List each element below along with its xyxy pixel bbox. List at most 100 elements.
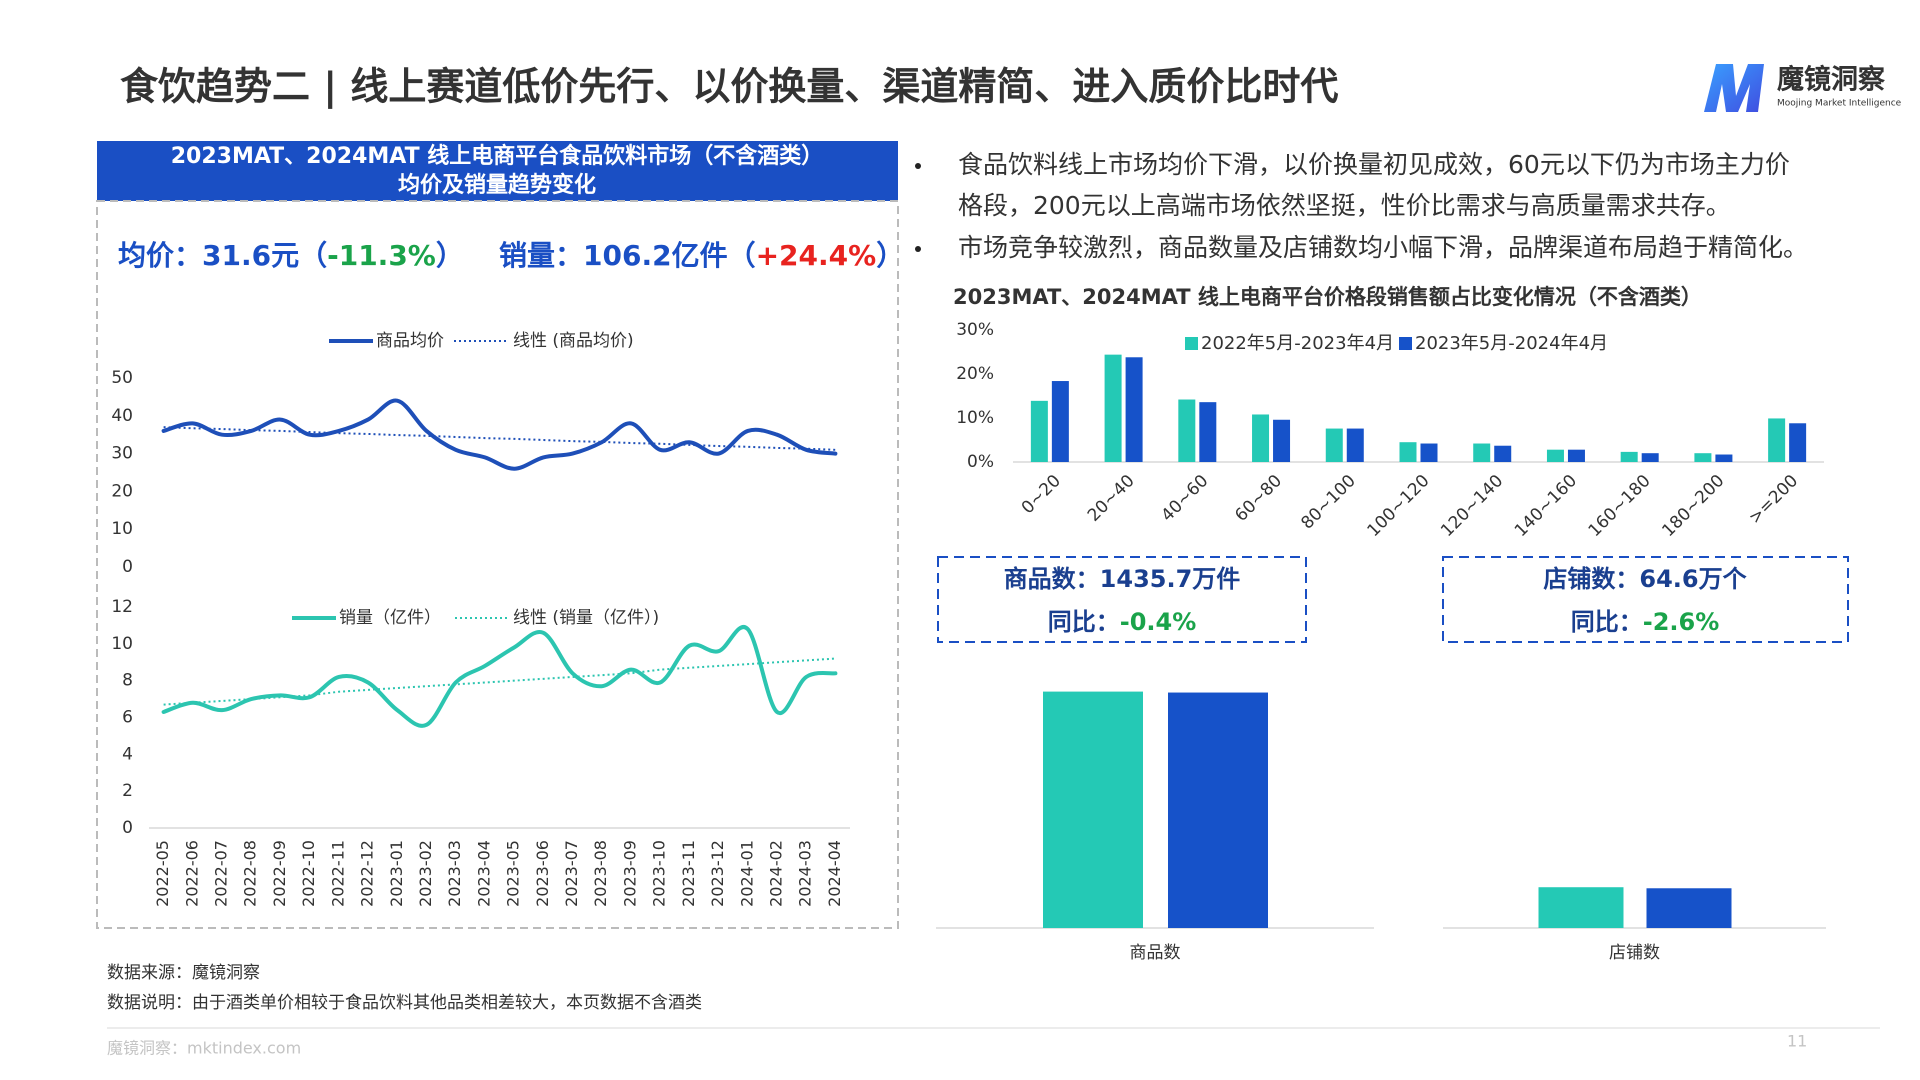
x-tick-label: 120~140 [1437, 471, 1507, 541]
x-tick-label: 20~40 [1084, 471, 1139, 526]
x-tick-label: 2022-05 [153, 840, 172, 907]
kpi-yoy-label: 同比： [1571, 608, 1643, 636]
stat-label: 销量：106.2亿件（ [499, 239, 756, 272]
x-tick-label: 2023-06 [533, 840, 552, 907]
y-tick-label: 50 [111, 368, 133, 388]
y-tick-label: 20% [956, 364, 994, 384]
x-tick-label: 2024-01 [737, 840, 756, 907]
bar [1620, 451, 1638, 462]
kpi-box [937, 556, 1307, 643]
kpi-label: 商品数：1435.7万件 [1004, 565, 1241, 593]
panel-border [96, 200, 899, 929]
x-tick-label: 2022-09 [270, 840, 289, 907]
logo-mark [1704, 64, 1764, 112]
x-tick-label: 80~100 [1297, 471, 1359, 533]
x-tick-label: 2023-05 [504, 840, 523, 907]
bar [1030, 400, 1048, 462]
x-tick-label: 60~80 [1231, 471, 1286, 526]
x-tick-label: 2023-07 [562, 840, 581, 907]
y-tick-label: 10% [956, 408, 994, 428]
bar [1125, 357, 1143, 462]
y-tick-label: 10 [111, 519, 133, 539]
bar [1473, 443, 1491, 462]
footer-source: 数据来源：魔镜洞察 [107, 963, 260, 983]
bar [1168, 692, 1268, 928]
y-tick-label: 10 [111, 634, 133, 654]
x-tick-label: 2022-10 [299, 840, 318, 907]
footer-note: 数据说明：由于酒类单价相较于食品饮料其他品类相差较大，本页数据不含酒类 [107, 993, 702, 1013]
legend-label: 线性 (销量（亿件）) [513, 608, 659, 628]
legend-label: 线性 (商品均价) [513, 331, 634, 351]
legend-label: 2023年5月-2024年4月 [1415, 333, 1608, 354]
bar [1494, 445, 1512, 462]
bullet-text: 市场竞争较激烈，商品数量及店铺数均小幅下滑，品牌渠道布局趋于精简化。 [958, 233, 1808, 262]
bar [1051, 381, 1069, 462]
bar [1043, 691, 1143, 928]
legend-label: 销量（亿件） [339, 608, 441, 628]
bar [1178, 399, 1196, 462]
y-tick-label: 0 [122, 818, 133, 838]
footer-site: 魔镜洞察：mktindex.com [107, 1039, 301, 1058]
stat-change: +24.4% [756, 239, 877, 272]
panel-title: 均价及销量趋势变化 [398, 172, 596, 198]
x-tick-label: 2024-02 [766, 840, 785, 907]
x-tick-label: 2022-07 [212, 840, 231, 907]
x-tick-label: 2023-09 [620, 840, 639, 907]
x-tick-label: 100~120 [1363, 471, 1433, 541]
x-tick-label: 2023-03 [445, 840, 464, 907]
bar [1546, 449, 1564, 462]
kpi-yoy-value: -0.4% [1120, 608, 1197, 636]
bullet-dot [915, 246, 921, 252]
kpi-yoy: 同比：-0.4% [1048, 608, 1197, 636]
kpi-label: 店铺数：64.6万个 [1543, 565, 1747, 593]
legend-swatch [1185, 337, 1198, 350]
x-tick-label: 商品数 [1130, 943, 1181, 963]
panel-title: 2023MAT、2024MAT 线上电商平台食品饮料市场（不含酒类） [171, 143, 824, 169]
x-tick-label: 2023-12 [708, 840, 727, 907]
x-tick-label: 2023-10 [650, 840, 669, 907]
bar [1694, 453, 1712, 462]
x-tick-label: 2023-11 [679, 840, 698, 907]
bar [1399, 442, 1417, 462]
y-tick-label: 30% [956, 320, 994, 340]
x-tick-label: 2023-08 [591, 840, 610, 907]
page-title: 食饮趋势二 | 线上赛道低价先行、以价换量、渠道精简、进入质价比时代 [120, 65, 1338, 110]
x-tick-label: 2022-12 [358, 840, 377, 907]
x-tick-label: 2023-01 [387, 840, 406, 907]
x-tick-label: 0~20 [1018, 471, 1065, 518]
x-tick-label: 2022-11 [328, 840, 347, 907]
logo-text: 魔镜洞察 [1777, 64, 1886, 96]
x-tick-label: >=200 [1745, 471, 1802, 528]
y-tick-label: 2 [122, 781, 133, 801]
bar [1768, 418, 1786, 462]
x-tick-label: 店铺数 [1609, 943, 1660, 963]
bar [1252, 414, 1270, 462]
bar [1641, 453, 1659, 462]
bullet-text: 格段，200元以上高端市场依然坚挺，性价比需求与高质量需求共存。 [958, 191, 1731, 220]
series-line [161, 625, 838, 728]
series-line [163, 426, 836, 451]
chart-title: 2023MAT、2024MAT 线上电商平台价格段销售额占比变化情况（不含酒类） [953, 285, 1702, 309]
stat-change: -11.3% [327, 239, 436, 272]
x-tick-label: 2022-06 [182, 840, 201, 907]
stat: 销量：106.2亿件（+24.4%） [499, 239, 904, 272]
bar [1199, 402, 1217, 462]
y-tick-label: 0 [122, 557, 133, 577]
x-tick-label: 2024-04 [825, 840, 844, 907]
page-number: 11 [1787, 1032, 1807, 1051]
x-tick-label: 2023-02 [416, 840, 435, 907]
bar [1646, 888, 1732, 928]
x-tick-label: 2022-08 [241, 840, 260, 907]
bar [1789, 423, 1807, 462]
bar [1346, 428, 1364, 462]
x-tick-label: 140~160 [1511, 471, 1581, 541]
series-line [161, 398, 838, 471]
kpi-yoy-label: 同比： [1048, 608, 1120, 636]
bar [1420, 443, 1438, 462]
panel-header [97, 141, 898, 201]
logo-subtext: Moojing Market Intelligence [1777, 99, 1902, 109]
stat-close: ） [876, 239, 904, 272]
y-tick-label: 12 [111, 597, 133, 617]
